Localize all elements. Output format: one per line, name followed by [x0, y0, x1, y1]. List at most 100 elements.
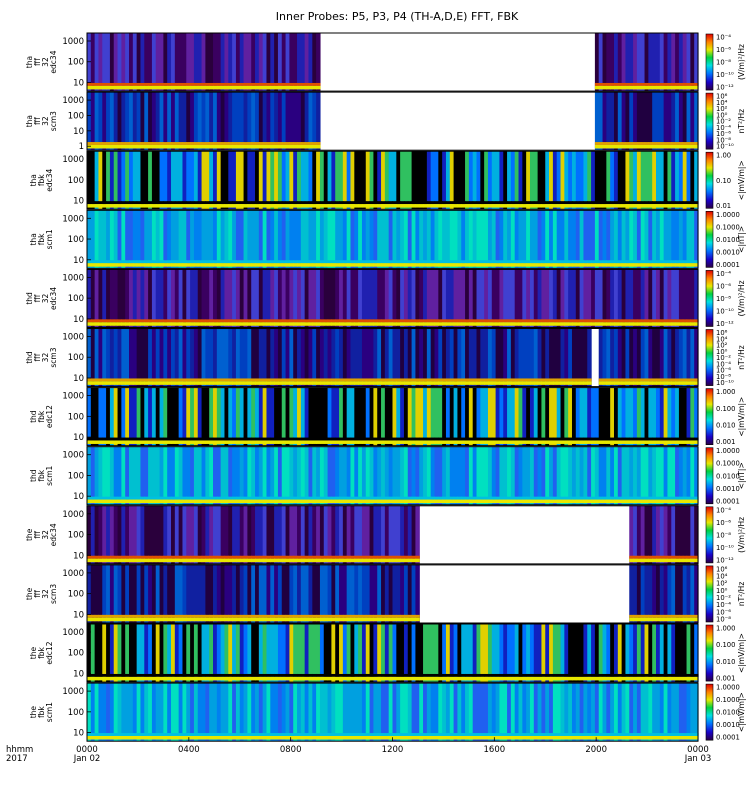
low-frequency-band: [178, 378, 184, 382]
spectrogram-strip: [129, 33, 134, 92]
low-frequency-band: [239, 440, 245, 444]
spectrogram-strip: [354, 683, 359, 742]
low-frequency-band: [445, 322, 451, 326]
low-frequency-band: [606, 260, 611, 264]
low-frequency-band: [255, 496, 260, 500]
low-frequency-band: [255, 676, 260, 681]
spectrogram-strip: [186, 151, 191, 210]
low-frequency-band: [216, 437, 222, 441]
spectrogram-strip: [155, 624, 161, 683]
low-frequency-band: [636, 322, 642, 326]
spectrogram-strip: [155, 387, 161, 446]
low-frequency-band: [308, 322, 313, 326]
spectrogram-strip: [659, 564, 665, 623]
low-frequency-band: [304, 322, 310, 326]
low-frequency-band: [232, 82, 237, 86]
low-frequency-band: [373, 558, 378, 563]
low-frequency-band: [426, 322, 432, 326]
low-frequency-band: [613, 496, 619, 500]
colorbar-tick-label: 0.010: [716, 658, 735, 666]
spectrogram-strip: [300, 505, 306, 564]
colorbar: [705, 506, 714, 564]
low-frequency-band: [365, 558, 371, 563]
low-frequency-band: [98, 144, 103, 149]
low-frequency-band: [90, 614, 96, 618]
low-frequency-band: [239, 142, 245, 145]
low-frequency-band: [648, 437, 653, 441]
low-frequency-band: [411, 676, 417, 681]
spectrogram-strip: [262, 328, 268, 387]
low-frequency-band: [667, 82, 672, 86]
low-frequency-band: [430, 201, 436, 205]
low-frequency-band: [174, 142, 180, 145]
low-frequency-band: [87, 319, 92, 323]
low-frequency-band: [400, 673, 405, 677]
colorbar-tick-label: 10⁻⁴: [716, 124, 731, 132]
low-frequency-band: [358, 673, 363, 677]
spectrogram-strip: [682, 683, 688, 742]
low-frequency-band: [598, 85, 604, 90]
spectrogram-strip: [419, 328, 424, 387]
low-frequency-band: [193, 142, 199, 145]
low-frequency-band: [430, 260, 436, 264]
spectrogram-strip: [289, 446, 294, 505]
spectrogram-strip: [636, 564, 642, 623]
spectrogram-strip: [415, 505, 420, 564]
spectrogram-strip: [289, 564, 294, 623]
low-frequency-band: [594, 204, 600, 208]
spectrogram-strip: [633, 328, 638, 387]
low-frequency-band: [201, 322, 206, 326]
low-frequency-band: [274, 676, 279, 681]
low-frequency-band: [266, 496, 271, 500]
spectrogram-strip: [602, 328, 607, 387]
colorbar-tick-label: 1.0000: [716, 447, 740, 455]
spectrogram-strip: [228, 151, 233, 210]
spectrogram-strip: [407, 387, 413, 446]
low-frequency-band: [209, 322, 214, 326]
low-frequency-band: [151, 614, 157, 618]
spectrogram-strip: [503, 269, 508, 328]
low-frequency-band: [621, 322, 627, 326]
low-frequency-band: [178, 558, 184, 563]
panel-ylabel: edc12: [45, 641, 54, 664]
spectrogram-strip: [598, 210, 604, 269]
low-frequency-band: [369, 558, 375, 563]
spectrogram-strip: [121, 683, 126, 742]
spectrogram-strip: [323, 446, 329, 505]
spectrogram-strip: [316, 446, 321, 505]
low-frequency-band: [430, 673, 436, 677]
low-frequency-band: [90, 319, 96, 323]
low-frequency-band: [423, 201, 428, 205]
low-frequency-band: [281, 201, 287, 205]
low-frequency-band: [476, 496, 481, 500]
spectrogram-strip: [262, 210, 268, 269]
low-frequency-band: [159, 201, 164, 205]
low-frequency-band: [640, 381, 646, 385]
low-frequency-band: [255, 733, 260, 736]
low-frequency-band: [316, 673, 321, 677]
spectrogram-strip: [419, 210, 424, 269]
spectrogram-strip: [667, 210, 672, 269]
low-frequency-band: [533, 381, 539, 385]
low-frequency-band: [438, 319, 443, 323]
low-frequency-band: [255, 201, 260, 205]
low-frequency-band: [686, 673, 691, 677]
spectrogram-strip: [174, 92, 180, 151]
low-frequency-band: [312, 378, 317, 382]
spectrogram-strip: [591, 683, 596, 742]
low-frequency-band: [243, 617, 248, 622]
panel-ylabel: fbk: [37, 233, 46, 245]
low-frequency-band: [598, 378, 604, 382]
spectrogram-strip: [163, 505, 168, 564]
spectrogram-strip: [487, 210, 493, 269]
spectrogram-strip: [335, 564, 340, 623]
low-frequency-band: [373, 381, 378, 385]
colorbar-label: nT²/Hz: [737, 345, 746, 370]
panel-ylabel: scm1: [45, 465, 54, 485]
low-frequency-band: [445, 499, 451, 504]
low-frequency-band: [671, 676, 676, 681]
low-frequency-band: [304, 437, 310, 441]
low-frequency-band: [220, 735, 226, 740]
low-frequency-band: [258, 144, 264, 149]
low-frequency-band: [678, 322, 684, 326]
